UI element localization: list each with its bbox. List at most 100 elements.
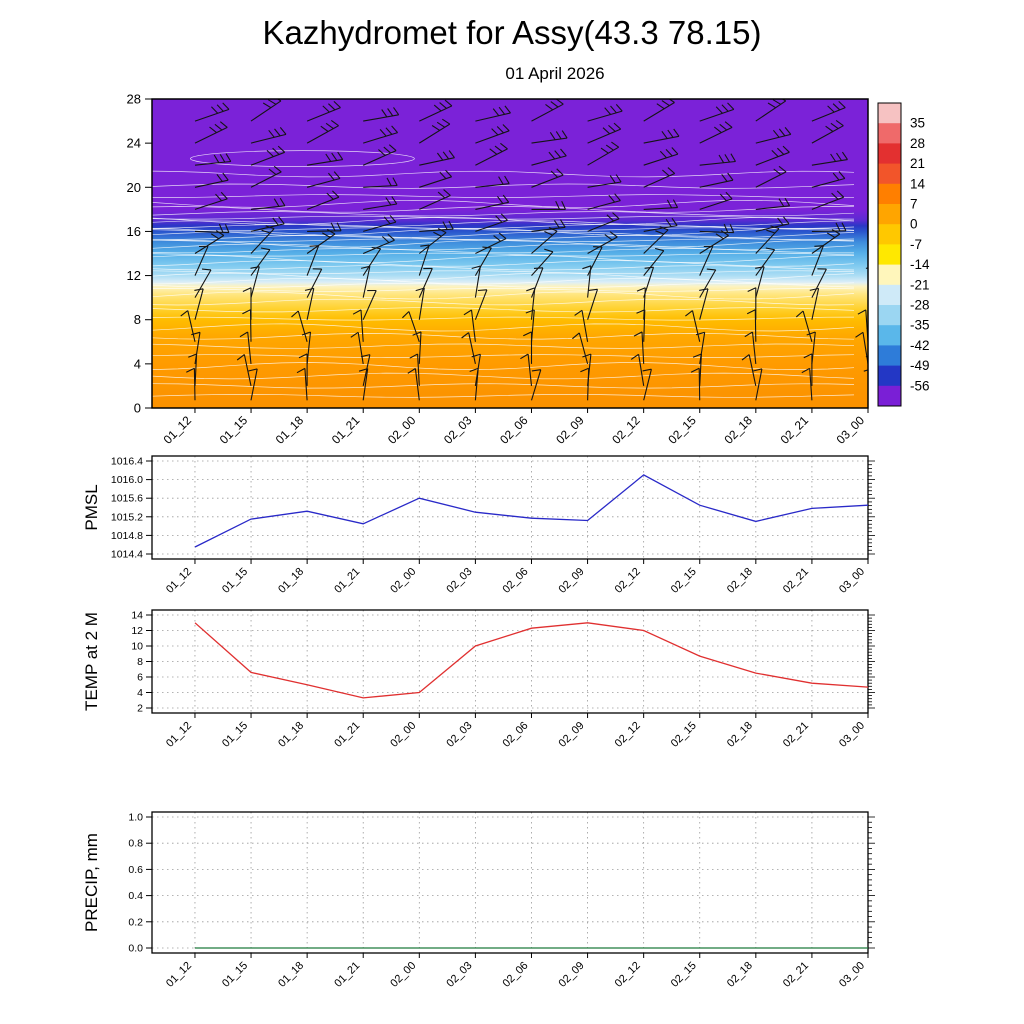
x-tick-label: 02_21 — [781, 720, 811, 750]
x-tick-label: 03_00 — [837, 720, 867, 750]
x-tick-label: 01_21 — [332, 960, 362, 990]
precip-y-tick-label: 1.0 — [128, 812, 143, 824]
x-tick-label: 02_21 — [778, 413, 812, 447]
colorbar-tick-label: -56 — [910, 378, 930, 393]
temp-2m-y-tick-label: 8 — [137, 656, 143, 668]
pmsl-line — [194, 474, 869, 548]
profile-y-tick-label: 12 — [127, 268, 141, 283]
x-tick-label: 02_12 — [609, 413, 643, 447]
x-tick-label: 01_18 — [276, 566, 306, 596]
colorbar-tick-label: -28 — [910, 298, 930, 313]
colorbar-tick-label: -49 — [910, 358, 930, 373]
x-tick-label: 02_06 — [497, 413, 531, 447]
pmsl-y-tick-label: 1014.8 — [111, 530, 143, 542]
wind-barbs — [180, 99, 868, 401]
profile-y-tick-label: 8 — [134, 312, 141, 327]
x-tick-label: 03_00 — [837, 960, 867, 990]
x-tick-label: 02_15 — [669, 720, 699, 750]
colorbar: 35 28 21 14 7 0 -7 -14 -21 -28 -35 -42 -49 -56 — [877, 102, 930, 407]
colorbar-tick-label: 28 — [910, 136, 925, 151]
colorbar-tick-label: 7 — [910, 197, 918, 212]
x-tick-label: 02_15 — [665, 413, 699, 447]
temp-2m-y-tick-label: 10 — [131, 641, 143, 653]
precip-y-tick-label: 0.8 — [128, 838, 143, 850]
page-title: Kazhydromet for Assy(43.3 78.15) — [262, 14, 762, 51]
temp-2m-line — [194, 622, 869, 699]
x-tick-label: 01_12 — [164, 720, 194, 750]
pmsl-frame — [151, 455, 869, 560]
temp-2m-y-tick-label: 6 — [137, 672, 143, 684]
x-tick-label: 02_03 — [441, 413, 475, 447]
precip-y-tick-label: 0.6 — [128, 864, 143, 876]
x-tick-label: 01_15 — [220, 720, 250, 750]
x-tick-label: 02_18 — [725, 720, 755, 750]
pmsl-y-tick-label: 1015.2 — [111, 511, 143, 523]
temp-2m-y-tick-label: 4 — [137, 687, 143, 699]
x-tick-label: 02_15 — [669, 566, 699, 596]
precip-y-tick-label: 0.4 — [128, 890, 143, 902]
x-tick-label: 02_03 — [444, 566, 474, 596]
x-tick-label: 02_06 — [500, 720, 530, 750]
x-tick-label: 02_18 — [721, 413, 755, 447]
x-tick-label: 02_00 — [388, 720, 418, 750]
x-tick-label: 02_12 — [613, 720, 643, 750]
precip-axis-title: PRECIP, mm — [82, 833, 101, 932]
profile-y-tick-label: 28 — [127, 92, 141, 107]
x-tick-label: 02_00 — [388, 566, 418, 596]
colorbar-tick-label: -14 — [910, 257, 930, 272]
x-tick-label: 01_15 — [220, 960, 250, 990]
x-tick-label: 01_21 — [329, 413, 363, 447]
page-subtitle: 01 April 2026 — [505, 64, 605, 83]
x-tick-label: 02_15 — [669, 960, 699, 990]
x-tick-label: 01_12 — [164, 566, 194, 596]
x-tick-label: 02_09 — [557, 960, 587, 990]
colorbar-tick-label: 0 — [910, 217, 918, 232]
pmsl-axis-title: PMSL — [82, 484, 101, 530]
x-tick-label: 01_12 — [161, 413, 195, 447]
pmsl-y-tick-label: 1016.0 — [111, 474, 143, 486]
panel-precip: 0.0 0.2 0.4 0.6 0.8 1.0 01_12 01_15 01_18 01_21 02… — [82, 811, 875, 990]
pmsl-y-tick-label: 1015.6 — [111, 493, 143, 505]
colorbar-frame — [877, 102, 902, 407]
profile-frame — [151, 98, 869, 409]
pmsl-y-tick-label: 1014.4 — [111, 549, 143, 561]
x-tick-label: 02_00 — [388, 960, 418, 990]
x-tick-label: 02_09 — [557, 720, 587, 750]
colorbar-tick-label: -35 — [910, 318, 930, 333]
x-tick-label: 02_00 — [385, 413, 419, 447]
profile-y-tick-label: 4 — [134, 356, 141, 371]
x-tick-label: 02_18 — [725, 566, 755, 596]
panel-temp-2m: 2 4 6 8 10 12 14 01_12 01_15 01_18 01_21 02_00 02_03… — [82, 609, 875, 750]
colorbar-tick-label: 35 — [910, 116, 925, 131]
colorbar-tick-label: 14 — [910, 176, 926, 191]
x-tick-label: 02_09 — [553, 413, 587, 447]
precip-frame — [151, 811, 869, 954]
x-tick-label: 03_00 — [834, 413, 868, 447]
profile-y-tick-label: 24 — [127, 136, 141, 151]
temp-2m-y-tick-label: 2 — [137, 703, 143, 715]
x-tick-label: 01_18 — [273, 413, 307, 447]
colorbar-tick-label: 21 — [910, 156, 925, 171]
colorbar-tick-label: -7 — [910, 237, 922, 252]
x-tick-label: 03_00 — [837, 566, 867, 596]
temp-2m-y-tick-label: 14 — [131, 610, 143, 622]
profile-y-tick-label: 16 — [127, 224, 141, 239]
x-tick-label: 01_21 — [332, 720, 362, 750]
temp-2m-frame — [151, 609, 869, 714]
temp-2m-y-tick-label: 12 — [131, 625, 143, 637]
x-tick-label: 02_18 — [725, 960, 755, 990]
x-tick-label: 01_18 — [276, 720, 306, 750]
x-tick-label: 02_03 — [444, 720, 474, 750]
colorbar-tick-label: -42 — [910, 338, 930, 353]
precip-y-tick-label: 0.0 — [128, 943, 143, 955]
x-tick-label: 02_21 — [781, 960, 811, 990]
profile-contours — [152, 150, 855, 398]
pmsl-y-tick-label: 1016.4 — [111, 456, 143, 468]
x-tick-label: 01_12 — [164, 960, 194, 990]
x-tick-label: 02_21 — [781, 566, 811, 596]
x-tick-label: 02_03 — [444, 960, 474, 990]
profile-y-tick-label: 0 — [134, 401, 141, 416]
x-tick-label: 02_06 — [500, 960, 530, 990]
x-tick-label: 01_21 — [332, 566, 362, 596]
